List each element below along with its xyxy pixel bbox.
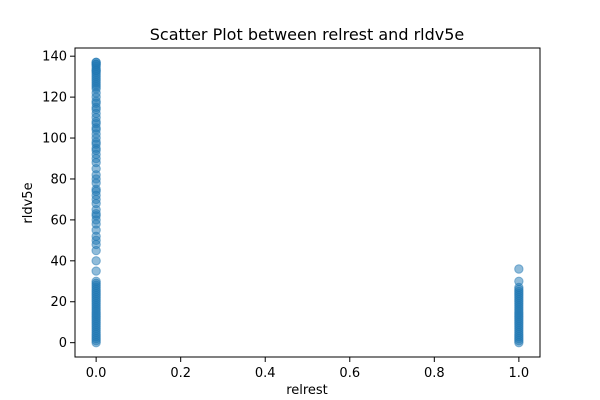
y-tick-label: 100 [42,132,67,147]
x-tick-label: 1.0 [509,366,530,381]
scatter-point [514,276,524,286]
x-tick-label: 0.6 [339,366,360,381]
x-ticks: 0.0 0.2 0.4 0.6 0.8 1.0 [86,357,529,381]
y-tick-label: 60 [50,213,67,228]
y-axis-label: rldv5e [21,182,36,223]
scatter-point [91,65,101,76]
x-tick-label: 0.4 [255,366,276,381]
x-axis-label: relrest [286,383,328,398]
y-tick-label: 40 [50,254,67,269]
y-tick-label: 0 [59,336,67,351]
y-tick-label: 120 [42,91,67,106]
y-tick-label: 20 [50,295,67,310]
scatter-point [91,266,101,276]
scatter-point [514,264,524,274]
scatter-point [91,256,101,266]
x-tick-label: 0.8 [424,366,445,381]
plot-area-frame [74,47,541,358]
y-tick-label: 80 [50,172,67,187]
points-layer [91,57,524,348]
y-tick-label: 140 [42,50,67,65]
x-tick-label: 0.0 [86,366,107,381]
scatter-point [91,276,101,286]
x-tick-label: 0.2 [170,366,191,381]
chart-title: Scatter Plot between relrest and rldv5e [150,25,464,44]
y-ticks: 0 20 40 60 80 100 120 140 [42,50,75,351]
